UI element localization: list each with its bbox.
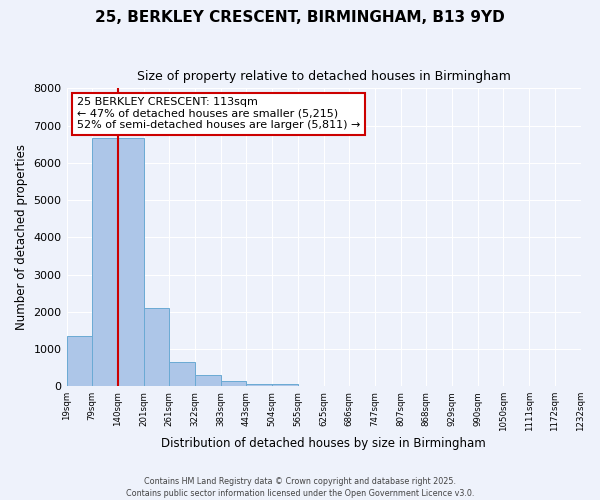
Bar — [195, 375, 221, 386]
Bar — [92, 138, 118, 386]
Text: Contains HM Land Registry data © Crown copyright and database right 2025.
Contai: Contains HM Land Registry data © Crown c… — [126, 476, 474, 498]
Title: Size of property relative to detached houses in Birmingham: Size of property relative to detached ho… — [137, 70, 511, 83]
Bar — [272, 384, 298, 386]
X-axis label: Distribution of detached houses by size in Birmingham: Distribution of detached houses by size … — [161, 437, 486, 450]
Bar — [247, 384, 272, 386]
Text: 25 BERKLEY CRESCENT: 113sqm
← 47% of detached houses are smaller (5,215)
52% of : 25 BERKLEY CRESCENT: 113sqm ← 47% of det… — [77, 98, 360, 130]
Y-axis label: Number of detached properties: Number of detached properties — [15, 144, 28, 330]
Bar — [118, 138, 143, 386]
Bar — [67, 336, 92, 386]
Bar — [221, 382, 247, 386]
Bar — [169, 362, 195, 386]
Bar — [143, 308, 169, 386]
Text: 25, BERKLEY CRESCENT, BIRMINGHAM, B13 9YD: 25, BERKLEY CRESCENT, BIRMINGHAM, B13 9Y… — [95, 10, 505, 25]
